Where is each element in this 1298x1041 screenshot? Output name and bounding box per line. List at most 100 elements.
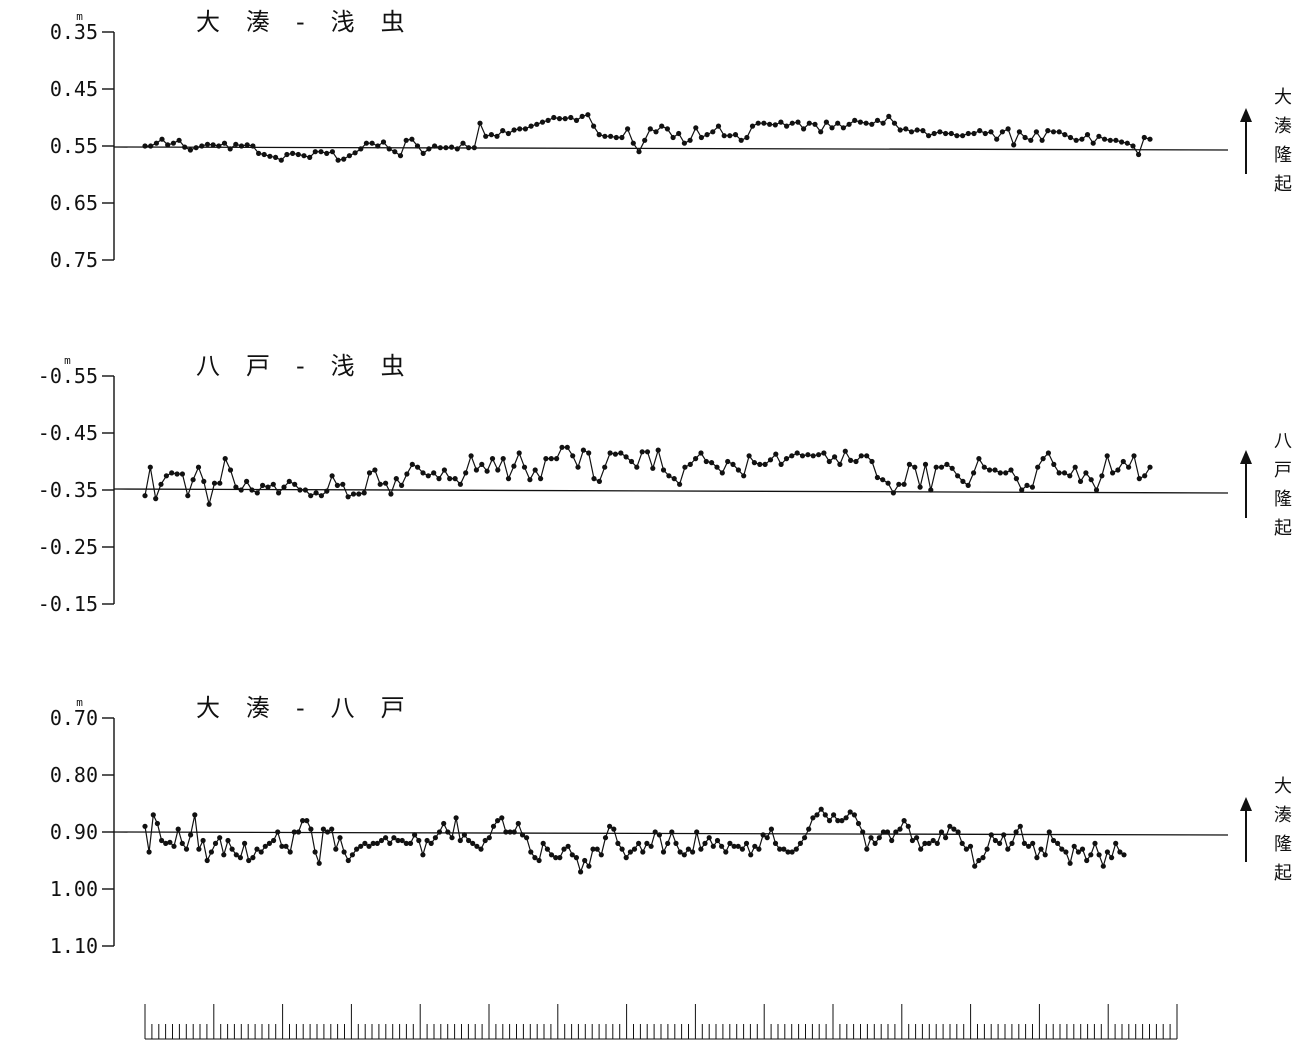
data-point: [578, 869, 584, 875]
data-point: [449, 144, 455, 150]
data-point: [324, 150, 330, 156]
data-point: [495, 467, 501, 473]
data-point: [320, 826, 326, 832]
data-point: [210, 142, 216, 148]
data-point: [761, 120, 767, 126]
data-point: [1009, 840, 1015, 847]
data-point: [217, 480, 223, 486]
data-point: [591, 123, 597, 129]
data-point: [732, 132, 739, 138]
data-point: [693, 456, 699, 462]
data-point: [163, 840, 169, 847]
data-point: [947, 823, 953, 829]
data-point: [256, 150, 262, 156]
y-tick-label: 1.00: [50, 877, 98, 901]
data-point: [477, 120, 483, 126]
data-point: [917, 484, 923, 490]
data-point: [928, 487, 934, 493]
data-point: [1096, 133, 1102, 139]
data-point: [630, 140, 636, 146]
data-point: [266, 840, 272, 847]
data-point: [810, 815, 816, 821]
data-point: [409, 461, 415, 467]
data-point: [441, 820, 447, 827]
data-point: [397, 153, 404, 159]
series-points: [142, 444, 1153, 507]
data-point: [154, 820, 160, 827]
data-point: [238, 487, 244, 493]
data-point: [999, 129, 1006, 135]
data-point: [539, 119, 546, 125]
data-point: [982, 130, 988, 137]
data-point: [399, 837, 405, 844]
data-point: [767, 457, 774, 463]
data-point: [897, 826, 903, 832]
data-point: [354, 846, 360, 852]
data-point: [366, 470, 373, 476]
data-point: [403, 137, 409, 143]
data-point: [395, 837, 401, 844]
data-point: [148, 143, 154, 149]
data-point: [1136, 476, 1142, 482]
data-point: [174, 471, 180, 477]
data-point: [660, 467, 667, 473]
side-label-char: 大: [1274, 776, 1292, 797]
data-point: [468, 453, 474, 459]
data-point: [772, 122, 778, 128]
data-point: [789, 453, 795, 459]
data-point: [420, 150, 426, 156]
data-point: [466, 837, 472, 844]
data-point: [1084, 857, 1090, 864]
data-point: [799, 453, 806, 459]
data-point: [409, 136, 415, 142]
data-point: [914, 127, 920, 133]
data-point: [987, 467, 993, 473]
data-point: [575, 464, 581, 470]
data-point: [751, 460, 758, 466]
data-point: [511, 463, 517, 469]
data-point: [457, 837, 463, 844]
side-label-char: 戸: [1274, 460, 1292, 481]
data-point: [356, 491, 362, 497]
data-point: [642, 137, 648, 143]
data-point: [345, 494, 351, 500]
data-point: [425, 473, 431, 479]
data-point: [752, 843, 758, 849]
data-point: [1067, 134, 1074, 141]
data-point: [237, 855, 243, 861]
data-point: [719, 843, 725, 849]
data-point: [420, 852, 426, 858]
data-point: [265, 484, 271, 490]
data-point: [1033, 129, 1039, 135]
data-point: [528, 849, 534, 855]
data-point: [1090, 140, 1096, 146]
data-point: [358, 146, 364, 152]
data-point: [511, 829, 517, 835]
data-point: [590, 846, 596, 852]
data-point: [698, 450, 704, 456]
data-point: [937, 129, 943, 135]
data-point: [992, 837, 999, 844]
data-point: [676, 130, 682, 137]
data-point: [757, 461, 763, 467]
data-point: [217, 835, 223, 841]
data-point: [755, 120, 761, 126]
data-point: [1035, 464, 1041, 470]
data-point: [735, 843, 741, 849]
data-point: [1088, 477, 1094, 483]
data-point: [665, 840, 671, 847]
data-point: [142, 493, 148, 499]
data-point: [655, 447, 661, 453]
data-point: [908, 129, 915, 135]
data-point: [1067, 473, 1073, 479]
data-point: [312, 149, 318, 155]
data-point: [749, 123, 756, 129]
data-point: [554, 456, 560, 462]
data-point: [227, 146, 233, 152]
data-point: [698, 846, 704, 852]
data-point: [806, 120, 812, 126]
data-point: [524, 835, 530, 841]
data-point: [225, 837, 231, 844]
data-point: [1040, 456, 1046, 462]
data-point: [889, 837, 895, 844]
